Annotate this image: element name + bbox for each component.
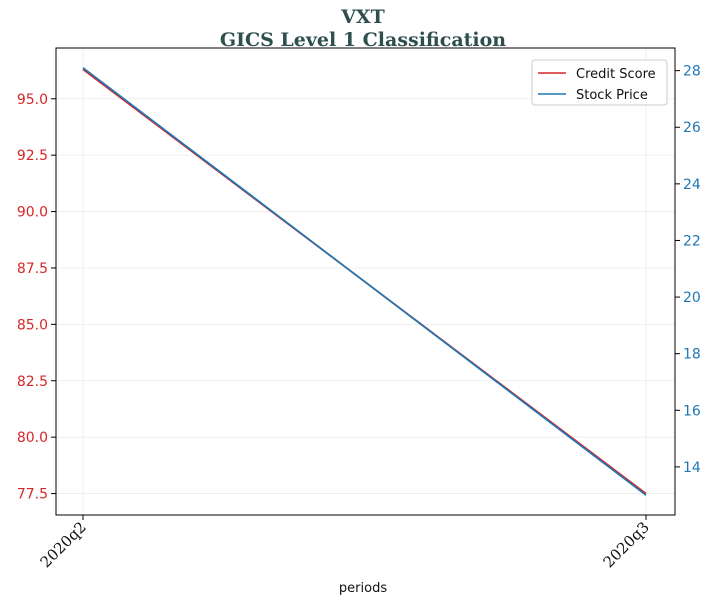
- left-y-tick-label: 95.0: [17, 92, 48, 108]
- right-y-tick-label: 18: [683, 347, 701, 363]
- left-y-tick-label: 82.5: [17, 374, 48, 390]
- legend: Credit Score Stock Price: [531, 59, 668, 106]
- chart-title-line-1: VXT: [340, 6, 385, 28]
- right-y-tick-label: 28: [683, 64, 701, 80]
- right-y-tick-label: 26: [683, 120, 701, 136]
- right-y-tick-label: 20: [683, 290, 701, 306]
- left-y-tick-label: 77.5: [17, 487, 48, 503]
- right-y-tick-label: 22: [683, 233, 701, 249]
- left-y-tick-label: 85.0: [17, 317, 48, 333]
- series-line-stock-price: [82, 67, 647, 496]
- right-y-tick-label: 24: [683, 177, 701, 193]
- x-tick-label: 2020q2: [37, 518, 90, 571]
- left-y-axis: 77.5 80.0 82.5 85.0 87.5 90.0 92.5 95.0: [17, 92, 56, 503]
- right-y-axis: 14 16 18 20 22 24 26 28: [675, 64, 701, 476]
- left-y-tick-label: 90.0: [17, 205, 48, 221]
- chart-title: VXT GICS Level 1 Classification: [220, 6, 506, 51]
- x-axis-label: periods: [339, 581, 387, 596]
- legend-label-stock-price: Stock Price: [576, 88, 648, 103]
- x-tick-label: 2020q3: [600, 518, 653, 571]
- x-axis: 2020q2 2020q3: [37, 515, 653, 571]
- chart-title-line-2: GICS Level 1 Classification: [220, 29, 506, 51]
- plot-lines: [82, 67, 647, 496]
- grid: [56, 48, 675, 515]
- legend-label-credit-score: Credit Score: [576, 67, 656, 82]
- plot-frame: [55, 47, 676, 516]
- right-y-tick-label: 16: [683, 403, 701, 419]
- left-y-tick-label: 92.5: [17, 148, 48, 164]
- left-y-tick-label: 80.0: [17, 430, 48, 446]
- left-y-tick-label: 87.5: [17, 261, 48, 277]
- right-y-tick-label: 14: [683, 460, 701, 476]
